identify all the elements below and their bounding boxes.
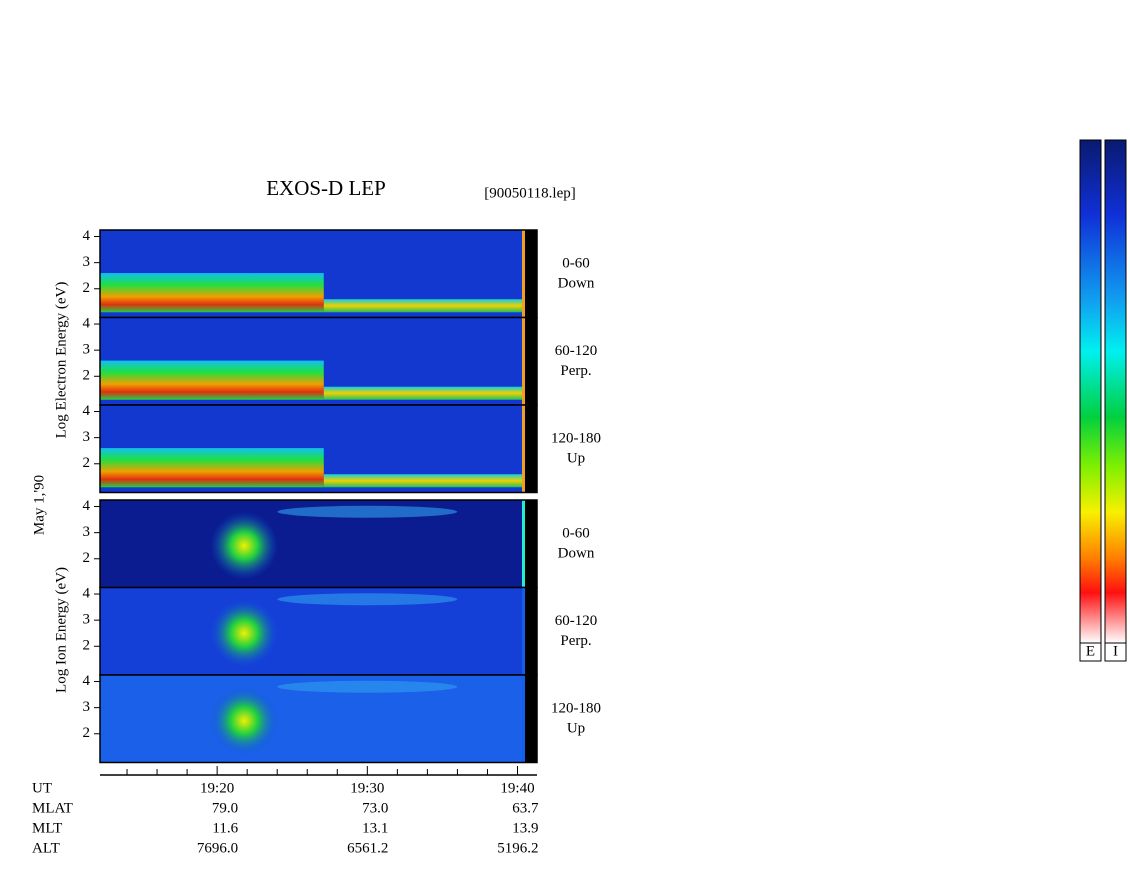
y-tick-label: 2 [83,280,91,296]
date-label: May 1,'90 [31,475,47,535]
orbit-value: 13.9 [512,820,538,836]
panel-frame [99,674,538,764]
orbit-row-label: ALT [32,840,60,856]
file-label: [90050118.lep] [484,185,576,201]
orbit-value: 73.0 [362,800,388,816]
panel-direction-label: Perp. [560,633,591,649]
instrument-marker [522,317,526,405]
spectrogram-feature [210,599,279,668]
orbit-value: 79.0 [212,800,238,816]
panel-angle-label: 0-60 [562,525,590,541]
orbit-value: 63.7 [512,800,539,816]
color-bar-label: E [1086,643,1095,659]
color-bar-label-box [1104,642,1127,662]
data-gap [525,675,537,763]
panel-direction-label: Down [558,545,595,561]
orbit-row-label: MLT [32,820,62,836]
y-tick-label: 2 [83,368,91,384]
orbit-value: 6561.2 [347,840,388,856]
panel-direction-label: Up [567,450,585,466]
data-gap [525,317,537,405]
chart-title: EXOS-D LEP [266,176,386,200]
y-tick-label: 4 [83,585,91,601]
data-gap [525,587,537,675]
x-tick-label: 19:20 [200,780,234,796]
panel-direction-label: Perp. [560,363,591,379]
y-tick-label: 3 [83,699,91,715]
instrument-marker [522,405,526,493]
y-tick-label: 4 [83,228,91,244]
panel-direction-label: Up [567,720,585,736]
color-bar [1079,139,1102,644]
spectrogram-band [100,273,324,313]
y-tick-label: 4 [83,315,91,331]
color-bar-label-box [1079,642,1102,662]
y-tick-label: 3 [83,254,91,270]
y-tick-label: 2 [83,725,91,741]
spectrogram-band [323,474,522,488]
instrument-marker [522,500,526,588]
panel-angle-label: 120-180 [551,700,601,716]
spectrogram-band [323,386,522,400]
panel-angle-label: 0-60 [562,255,590,271]
spectrogram-feature [277,505,458,518]
orbit-value: 5196.2 [497,840,538,856]
spectrogram-feature [210,686,279,755]
instrument-marker [522,230,526,318]
y-axis-label: Log Electron Energy (eV) [53,282,69,439]
y-tick-label: 4 [83,673,91,689]
x-tick-label: 19:30 [350,780,384,796]
data-gap [525,500,537,588]
panel-direction-label: Down [558,275,595,291]
instrument-marker [522,587,526,675]
y-tick-label: 3 [83,342,91,358]
spectrogram-band [100,448,324,488]
spectrogram-band [323,299,522,313]
y-tick-label: 4 [83,403,91,419]
data-gap [525,405,537,493]
y-tick-label: 3 [83,524,91,540]
panel-angle-label: 60-120 [555,613,598,629]
orbit-row-label: UT [32,780,52,796]
y-tick-label: 3 [83,429,91,445]
y-tick-label: 4 [83,498,91,514]
y-tick-label: 2 [83,638,91,654]
y-tick-label: 3 [83,612,91,628]
spectrogram-feature [210,511,279,580]
panel-angle-label: 120-180 [551,430,601,446]
y-axis-label: Log Ion Energy (eV) [53,567,69,693]
orbit-value: 11.6 [212,820,238,836]
spectrogram-band [100,360,324,400]
spectrogram-feature [277,680,458,693]
x-tick-label: 19:40 [500,780,534,796]
color-bar [1104,139,1127,644]
y-tick-label: 2 [83,550,91,566]
orbit-value: 7696.0 [197,840,238,856]
panel-frame [99,404,538,494]
instrument-marker [522,675,526,763]
color-bar-label: I [1113,643,1118,659]
panel-angle-label: 60-120 [555,343,598,359]
y-tick-label: 2 [83,455,91,471]
spectrogram-feature [277,593,458,606]
data-gap [525,230,537,318]
orbit-row-label: MLAT [32,800,73,816]
orbit-value: 13.1 [362,820,388,836]
